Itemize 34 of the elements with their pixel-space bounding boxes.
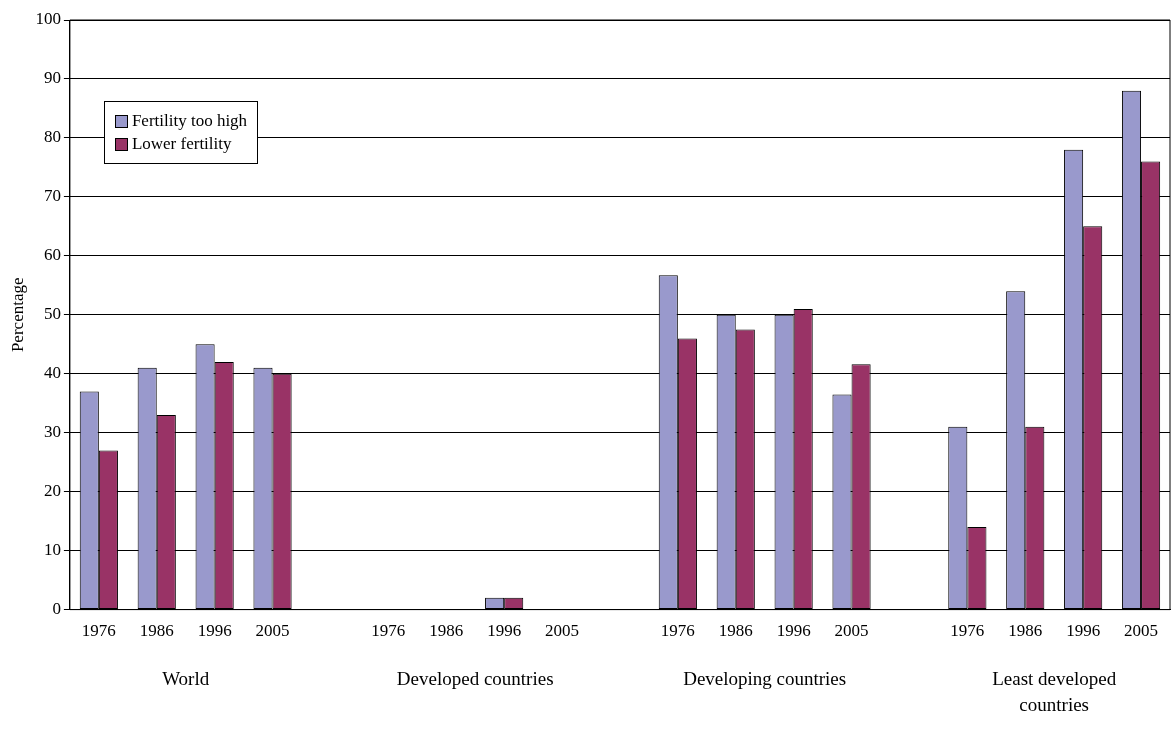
x-tick-label: 1996 [776,621,811,641]
y-tick-label: 70 [43,186,61,206]
text: World [161,666,211,691]
text: Developing countries [682,666,848,691]
y-tick-label: 0 [52,599,61,619]
y-axis-title: Percentage [7,277,27,353]
x-tick-label: 1986 [139,621,174,641]
x-tick-label: 2005 [1124,621,1159,641]
y-tick-label: 20 [43,481,61,501]
y-tick-label: 40 [43,363,61,383]
x-tick-label: 2005 [255,621,290,641]
x-tick-label: 1976 [371,621,406,641]
y-tick-label: 10 [43,540,61,560]
text: Least developed countries [991,666,1118,717]
y-tick-label: 30 [43,422,61,442]
legend-label: Lower fertility [131,134,232,154]
x-tick-label: 1976 [950,621,985,641]
legend-label: Fertility too high [131,111,248,131]
y-tick-label: 50 [43,304,61,324]
text: Developed countries [395,666,555,691]
x-tick-label: 1976 [81,621,116,641]
y-tick-label: 90 [43,68,61,88]
x-tick-label: 1976 [660,621,695,641]
x-tick-label: 1986 [1008,621,1043,641]
y-tick-label: 60 [43,245,61,265]
x-tick-label: 1986 [429,621,464,641]
x-tick-label: 1996 [487,621,522,641]
x-tick-label: 2005 [545,621,580,641]
x-tick-label: 1986 [718,621,753,641]
x-tick-label: 2005 [834,621,869,641]
y-tick-label: 100 [35,9,61,29]
y-tick-label: 80 [43,127,61,147]
x-tick-label: 1996 [1066,621,1101,641]
x-tick-label: 1996 [197,621,232,641]
